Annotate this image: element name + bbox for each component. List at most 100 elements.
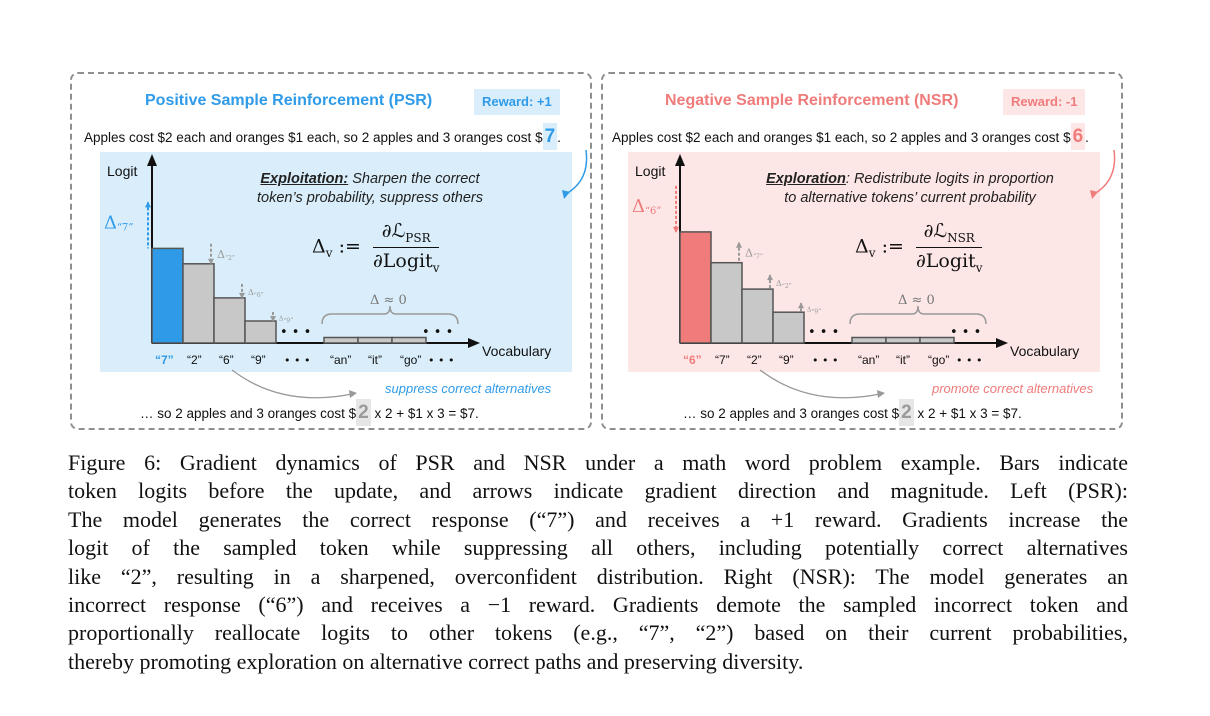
tick-label: “9”	[251, 353, 266, 367]
psr-hint: suppress correct alternatives	[385, 381, 552, 396]
brace	[321, 305, 459, 325]
psr-note-head: Exploitation:	[260, 171, 349, 187]
psr-bottom-pre: … so 2 apples and 3 oranges cost $	[140, 406, 357, 421]
bar	[213, 297, 246, 344]
delta-label: Δ“2”	[217, 248, 235, 262]
delta-subscript: “7”	[753, 254, 763, 261]
ellipsis: • • •	[956, 354, 982, 367]
tick-label: “9”	[779, 353, 794, 367]
bar	[151, 247, 184, 344]
nsr-bottom-sentence: … so 2 apples and 3 oranges cost $2 x 2 …	[683, 399, 1022, 426]
token-link-arrowhead-icon	[1090, 190, 1098, 199]
nsr-bottom-pre: … so 2 apples and 3 oranges cost $	[683, 406, 900, 421]
psr-prompt-end: .	[557, 130, 561, 145]
tick-label: “7”	[715, 353, 730, 367]
delta-label: Δ“6”	[632, 196, 661, 217]
x-axis-arrow-icon	[468, 338, 480, 348]
bar	[391, 336, 427, 344]
approx-zero-label: Δ ≈ 0	[898, 293, 935, 308]
psr-note-rest: Sharpen the correct	[352, 171, 480, 187]
delta-label: Δ“6”	[248, 288, 264, 299]
nsr-hint: promote correct alternatives	[932, 381, 1094, 396]
nsr-reward-badge: Reward: -1	[1003, 89, 1086, 115]
bottom-link-arrow	[231, 369, 353, 399]
psr-chart: Logit Vocabulary Δ“7” Δ“2” Δ“6” Δ“9” • • • • • …	[104, 149, 588, 399]
approx-zero-label: Δ ≈ 0	[370, 293, 407, 308]
x-axis-label: Vocabulary	[1010, 343, 1079, 359]
bar	[679, 231, 712, 344]
nsr-gradient-formula: Δv := ∂ℒNSR ∂Logitv	[855, 220, 983, 275]
nsr-prompt-end: .	[1085, 130, 1089, 145]
tick-label: “it”	[368, 353, 382, 367]
delta-label: Δ“2”	[776, 279, 792, 290]
bar	[772, 311, 805, 344]
gradient-arrowhead-icon	[145, 201, 151, 208]
bottom-link-arrowhead-icon	[877, 390, 885, 398]
nsr-bottom-token: 2	[899, 399, 914, 426]
ellipsis: • • •	[284, 354, 310, 367]
psr-bottom-sentence: … so 2 apples and 3 oranges cost $2 x 2 …	[140, 399, 479, 426]
nsr-bottom-post: x 2 + $1 x 3 = $7.	[917, 406, 1022, 421]
caption-line: token logits before the update, and arro…	[68, 478, 1128, 504]
nsr-prompt-text: Apples cost $2 each and oranges $1 each,…	[612, 130, 1071, 145]
bar	[323, 336, 359, 344]
nsr-title: Negative Sample Reinforcement (NSR)	[665, 92, 959, 109]
caption-line: The model generates the correct response…	[68, 506, 1128, 532]
nsr-formula-num-sub: NSR	[947, 230, 975, 245]
gradient-arrowhead-icon	[798, 302, 804, 309]
delta-subscript: “6”	[254, 292, 264, 299]
delta-label: Δ“9”	[279, 316, 293, 325]
nsr-note-rest: : Redistribute logits in proportion	[845, 171, 1054, 187]
tick-label: “2”	[187, 353, 202, 367]
nsr-exploration-note: Exploration: Redistribute logits in prop…	[760, 170, 1060, 208]
psr-formula-num-sub: PSR	[405, 230, 431, 245]
ellipsis: • • •	[422, 325, 453, 340]
psr-sampled-token: 7	[542, 123, 558, 150]
delta-subscript: “9”	[811, 309, 821, 316]
brace	[849, 305, 987, 325]
ellipsis: • • •	[428, 354, 454, 367]
bar	[182, 263, 215, 344]
tick-label: “go”	[400, 353, 421, 367]
psr-formula-num: ∂ℒ	[381, 220, 406, 242]
tick-label: “an”	[858, 353, 879, 367]
psr-formula-den: ∂Logit	[372, 249, 433, 272]
bar	[741, 288, 774, 344]
delta-label: Δ“7”	[745, 247, 763, 261]
gradient-arrowhead-icon	[736, 241, 742, 248]
bar	[710, 261, 743, 344]
psr-bottom-post: x 2 + $1 x 3 = $7.	[374, 406, 479, 421]
gradient-arrowhead-icon	[208, 258, 214, 265]
gradient-arrowhead-icon	[673, 226, 679, 233]
bar	[244, 320, 277, 344]
tick-label: “it”	[896, 353, 910, 367]
psr-prompt-sentence: Apples cost $2 each and oranges $1 each,…	[84, 123, 561, 150]
psr-formula-den-sub: v	[432, 260, 440, 275]
bar	[885, 336, 921, 344]
nsr-note-line2: to alternative tokens’ current probabili…	[784, 190, 1036, 206]
psr-formula-sub: v	[325, 246, 333, 261]
ellipsis: • • •	[950, 325, 981, 340]
figure-caption: Figure 6: Gradient dynamics of PSR and N…	[68, 449, 1128, 676]
bar	[851, 336, 887, 344]
psr-panel	[70, 72, 592, 430]
ellipsis: • • •	[812, 354, 838, 367]
y-axis-label: Logit	[107, 163, 137, 179]
delta-subscript: “2”	[782, 283, 792, 290]
tick-label: “7”	[155, 353, 174, 367]
delta-label: Δ“9”	[807, 307, 821, 316]
caption-line: proportionally reallocate logits to othe…	[68, 620, 1128, 646]
nsr-panel	[601, 72, 1123, 430]
nsr-formula-den-sub: v	[975, 260, 983, 275]
y-axis-arrow-icon	[675, 154, 685, 166]
delta-label: Δ“7”	[104, 212, 133, 233]
caption-line: like “2”, resulting in a sharpened, over…	[68, 563, 1128, 589]
nsr-formula-lhs: Δ	[855, 235, 869, 258]
token-link-arrow	[1093, 149, 1116, 195]
psr-note-line2: token’s probability, suppress others	[257, 190, 483, 206]
x-axis-label: Vocabulary	[482, 343, 551, 359]
nsr-sampled-token: 6	[1070, 123, 1086, 150]
nsr-note-head: Exploration	[766, 171, 846, 187]
token-link-arrow	[565, 149, 588, 195]
